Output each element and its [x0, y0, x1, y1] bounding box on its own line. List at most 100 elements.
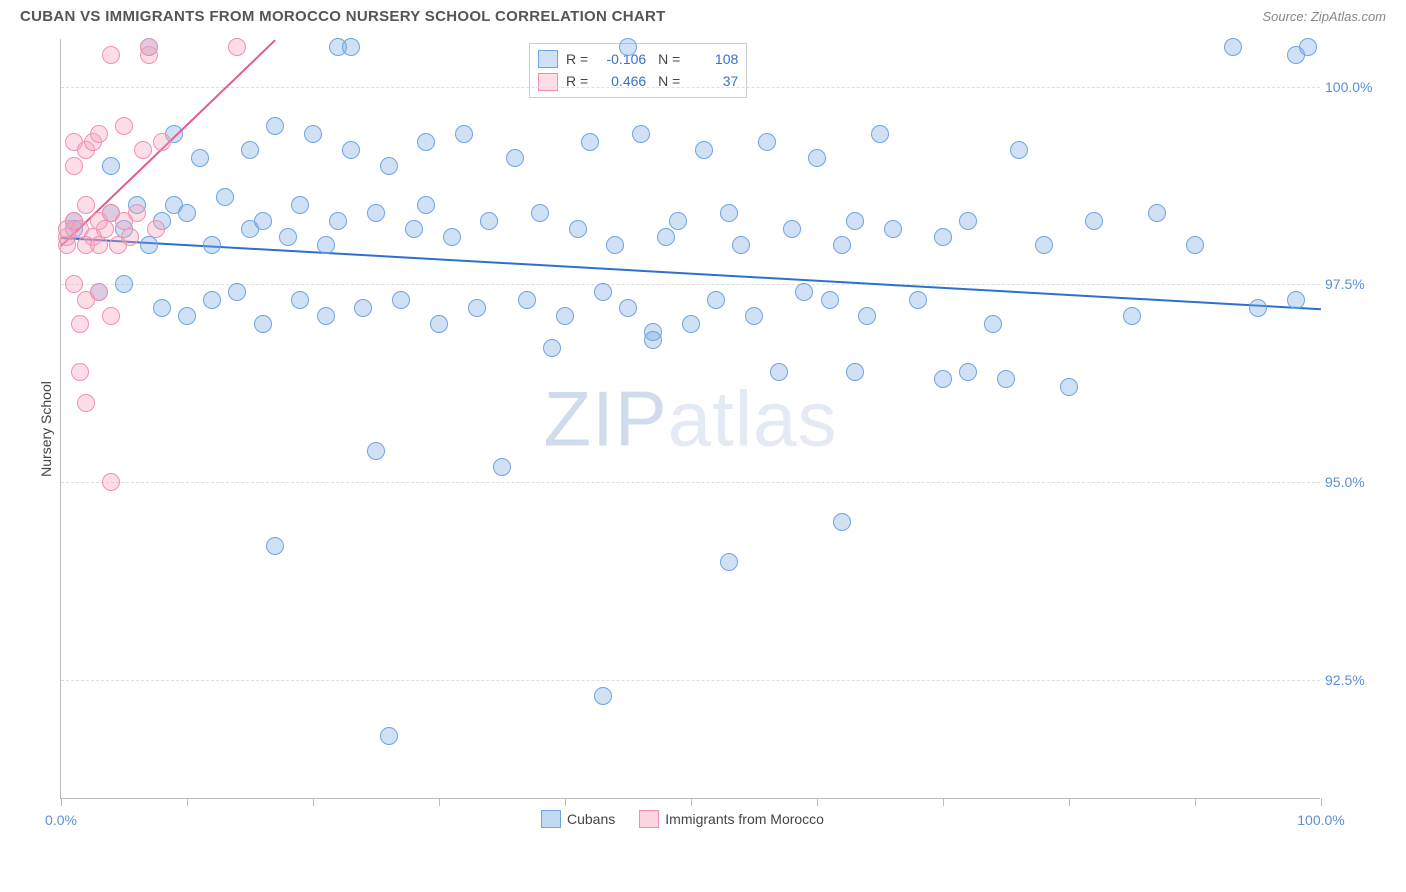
data-point [291, 291, 309, 309]
data-point [569, 220, 587, 238]
xtick [439, 798, 440, 806]
data-point [380, 727, 398, 745]
data-point [997, 370, 1015, 388]
data-point [1123, 307, 1141, 325]
data-point [90, 125, 108, 143]
data-point [959, 363, 977, 381]
stat-n-label-0: N = [654, 48, 680, 70]
xtick-label: 0.0% [45, 812, 77, 828]
ytick-label: 95.0% [1325, 474, 1385, 490]
xtick [1321, 798, 1322, 806]
data-point [241, 141, 259, 159]
data-point [121, 228, 139, 246]
data-point [71, 315, 89, 333]
data-point [682, 315, 700, 333]
watermark-atlas: atlas [668, 374, 838, 462]
legend-series: Cubans Immigrants from Morocco [541, 810, 824, 828]
data-point [720, 553, 738, 571]
data-point [543, 339, 561, 357]
data-point [380, 157, 398, 175]
data-point [115, 117, 133, 135]
data-point [90, 236, 108, 254]
watermark-zip: ZIP [543, 374, 667, 462]
data-point [102, 307, 120, 325]
legend-stats: R = -0.106 N = 108 R = 0.466 N = 37 [529, 43, 747, 98]
data-point [203, 236, 221, 254]
data-point [455, 125, 473, 143]
data-point [77, 394, 95, 412]
data-point [266, 117, 284, 135]
data-point [846, 363, 864, 381]
gridline [61, 680, 1320, 681]
data-point [632, 125, 650, 143]
data-point [846, 212, 864, 230]
data-point [833, 236, 851, 254]
stat-r-label-0: R = [566, 48, 588, 70]
xtick [817, 798, 818, 806]
data-point [884, 220, 902, 238]
xtick [1069, 798, 1070, 806]
data-point [493, 458, 511, 476]
gridline [61, 284, 1320, 285]
gridline [61, 482, 1320, 483]
data-point [417, 196, 435, 214]
data-point [71, 363, 89, 381]
data-point [1224, 38, 1242, 56]
data-point [178, 204, 196, 222]
xtick [691, 798, 692, 806]
data-point [102, 157, 120, 175]
data-point [833, 513, 851, 531]
data-point [1299, 38, 1317, 56]
trendline [61, 237, 1321, 310]
data-point [317, 236, 335, 254]
xtick [943, 798, 944, 806]
watermark: ZIPatlas [543, 373, 837, 464]
data-point [594, 687, 612, 705]
xtick [565, 798, 566, 806]
data-point [858, 307, 876, 325]
data-point [720, 204, 738, 222]
data-point [758, 133, 776, 151]
legend-row-morocco: R = 0.466 N = 37 [538, 70, 738, 92]
ytick-label: 92.5% [1325, 672, 1385, 688]
data-point [644, 331, 662, 349]
data-point [1060, 378, 1078, 396]
data-point [745, 307, 763, 325]
data-point [342, 141, 360, 159]
data-point [115, 275, 133, 293]
y-axis-label: Nursery School [38, 381, 54, 477]
data-point [581, 133, 599, 151]
chart-header: CUBAN VS IMMIGRANTS FROM MOROCCO NURSERY… [0, 0, 1406, 29]
data-point [594, 283, 612, 301]
data-point [934, 370, 952, 388]
data-point [531, 204, 549, 222]
ytick-label: 100.0% [1325, 79, 1385, 95]
data-point [959, 212, 977, 230]
data-point [317, 307, 335, 325]
xtick [187, 798, 188, 806]
data-point [669, 212, 687, 230]
chart-container: Nursery School ZIPatlas R = -0.106 N = 1… [20, 29, 1386, 829]
data-point [96, 220, 114, 238]
data-point [102, 473, 120, 491]
data-point [480, 212, 498, 230]
ytick-label: 97.5% [1325, 276, 1385, 292]
data-point [770, 363, 788, 381]
data-point [216, 188, 234, 206]
data-point [367, 442, 385, 460]
xtick [313, 798, 314, 806]
data-point [1249, 299, 1267, 317]
data-point [909, 291, 927, 309]
data-point [417, 133, 435, 151]
data-point [518, 291, 536, 309]
data-point [90, 283, 108, 301]
plot-area: ZIPatlas R = -0.106 N = 108 R = 0.466 N … [60, 39, 1320, 799]
xtick [1195, 798, 1196, 806]
data-point [128, 204, 146, 222]
data-point [140, 38, 158, 56]
data-point [203, 291, 221, 309]
data-point [821, 291, 839, 309]
data-point [808, 149, 826, 167]
stat-n-val-1: 37 [688, 70, 738, 92]
data-point [254, 212, 272, 230]
